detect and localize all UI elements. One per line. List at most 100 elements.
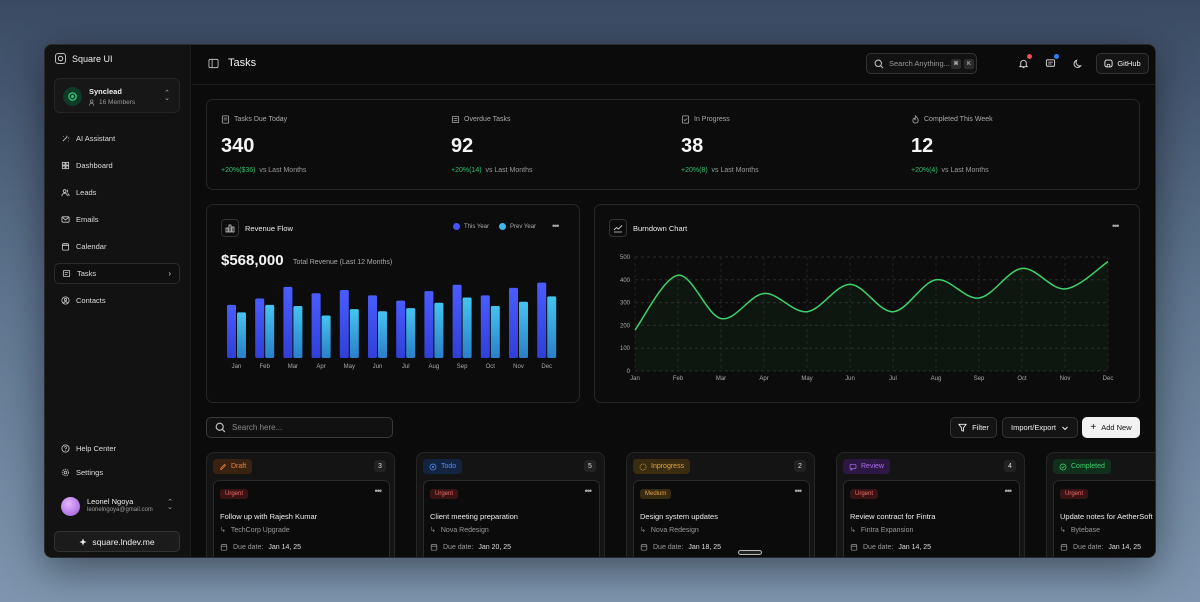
- legend-prev-year: Prev Year: [499, 223, 536, 230]
- task-more-icon[interactable]: •••: [374, 486, 383, 496]
- calendar-icon: [850, 544, 858, 551]
- sidebar-item-dashboard[interactable]: Dashboard: [54, 155, 180, 176]
- github-button[interactable]: GitHub: [1096, 53, 1149, 74]
- members-icon: [89, 99, 95, 106]
- bar-prev-year: [237, 312, 246, 358]
- message-dot: [1054, 54, 1059, 59]
- subtask-arrow-icon: ↳: [640, 527, 646, 534]
- ai-icon: [62, 135, 70, 142]
- bell-icon[interactable]: [1018, 58, 1029, 69]
- app-name: Square UI: [72, 53, 113, 64]
- board-column-inprogress: Inprogress 2 Medium ••• Design system update…: [626, 452, 815, 557]
- x-tick-label: Dec: [541, 364, 552, 370]
- team-switcher[interactable]: Synclead 16 Members ⌃ ⌄: [54, 78, 180, 113]
- x-tick-label: Apr: [316, 364, 325, 370]
- status-draft-icon: [220, 463, 227, 470]
- status-badge[interactable]: Completed: [1053, 459, 1111, 474]
- x-tick-label: Apr: [759, 376, 768, 382]
- message-icon[interactable]: [1045, 58, 1056, 69]
- add-new-button[interactable]: + Add New: [1082, 417, 1140, 438]
- x-tick-label: Feb: [673, 376, 684, 382]
- sidebar-item-contacts[interactable]: Contacts: [54, 290, 180, 311]
- task-card[interactable]: Urgent ••• Follow up with Rajesh Kumar ↳ Tec…: [213, 480, 390, 557]
- team-members: 16 Members: [89, 99, 135, 106]
- revenue-title: Revenue Flow: [245, 224, 293, 233]
- bar-this-year: [283, 286, 293, 358]
- import-export-button[interactable]: Import/Export: [1002, 417, 1078, 438]
- sidebar-toggle-icon[interactable]: [208, 58, 219, 69]
- task-card[interactable]: Urgent•••Update notes for AetherSoft↳Byt…: [1053, 480, 1155, 557]
- column-count: 5: [584, 460, 596, 472]
- sidebar-item-leads[interactable]: Leads: [54, 182, 180, 203]
- scroll-handle[interactable]: [738, 550, 762, 555]
- filter-button[interactable]: Filter: [950, 417, 997, 438]
- sidebar-item-label: Tasks: [77, 269, 97, 278]
- site-link-button[interactable]: square.lndev.me: [54, 531, 180, 552]
- burndown-card: Burndown Chart ••• 0 100 200 300 400 500 Jan Fe…: [594, 204, 1140, 403]
- task-card[interactable]: Urgent ••• Client meeting preparation ↳ Nova…: [423, 480, 600, 557]
- chevron-updown-icon: ⌃ ⌄: [167, 499, 173, 511]
- brand[interactable]: Square UI: [55, 53, 113, 64]
- y-tick-label: 300: [620, 301, 631, 307]
- github-icon: [1104, 59, 1113, 68]
- calendar-icon: [220, 544, 228, 551]
- priority-badge: Medium: [640, 489, 672, 499]
- x-tick-label: Mar: [716, 376, 726, 382]
- sidebar-item-label: Calendar: [76, 242, 107, 251]
- status-badge[interactable]: Todo: [423, 459, 463, 474]
- sidebar-item-settings[interactable]: Settings: [54, 462, 180, 483]
- in-progress-icon: [681, 115, 690, 124]
- stat-label: In Progress: [681, 115, 730, 124]
- moon-icon[interactable]: [1073, 58, 1084, 69]
- status-badge[interactable]: Review: [843, 459, 890, 474]
- board-column-draft: Draft 3 Urgent ••• Follow up with Rajesh Kum…: [206, 452, 395, 557]
- task-project: ↳ Nova Redesign: [640, 526, 699, 535]
- sidebar-item-ai-assistant[interactable]: AI Assistant: [54, 128, 180, 149]
- y-tick-label: 200: [620, 323, 631, 329]
- task-card[interactable]: Medium ••• Design system updates ↳ Nova Rede…: [633, 480, 810, 557]
- user-menu[interactable]: Leonel Ngoya leonelngoya@gmail.com ⌃ ⌄: [61, 495, 181, 521]
- status-badge[interactable]: Inprogress: [633, 459, 691, 474]
- revenue-more-icon[interactable]: •••: [552, 221, 560, 231]
- column-count: 4: [1004, 460, 1016, 472]
- bar-prev-year: [349, 309, 359, 358]
- subtask-arrow-icon: ↳: [220, 527, 226, 534]
- task-due: Due date: Jan 14, 25: [1060, 543, 1141, 551]
- board-search-input[interactable]: Search here...: [206, 417, 393, 438]
- burndown-more-icon[interactable]: •••: [1112, 221, 1120, 231]
- sidebar-item-label: Help Center: [76, 444, 117, 453]
- x-tick-label: Nov: [513, 364, 524, 370]
- burndown-title: Burndown Chart: [633, 224, 688, 233]
- calendar-icon: [61, 242, 70, 251]
- calendar-icon: [430, 544, 438, 551]
- stat-card: Tasks Due Today 340 +20%($36) vs Last Mont…: [221, 100, 451, 189]
- task-card[interactable]: Urgent ••• Review contract for Fintra ↳ Fint…: [843, 480, 1020, 557]
- bar-chart-icon: [221, 219, 239, 237]
- main-content: Tasks Search Anything... ⌘ K GitHub Task…: [192, 45, 1155, 557]
- bar-prev-year: [293, 305, 303, 358]
- priority-badge: Urgent: [430, 489, 459, 499]
- status-completed-icon: [1059, 463, 1067, 470]
- x-tick-label: May: [344, 364, 355, 370]
- sidebar-item-emails[interactable]: Emails: [54, 209, 180, 230]
- overdue-icon: [451, 115, 460, 124]
- task-more-icon[interactable]: •••: [794, 486, 803, 496]
- sidebar-item-tasks[interactable]: Tasks ›: [54, 263, 180, 284]
- task-more-icon[interactable]: •••: [584, 486, 593, 496]
- column-count: 2: [794, 460, 806, 472]
- task-more-icon[interactable]: •••: [1004, 486, 1013, 496]
- x-tick-label: Jun: [845, 376, 855, 382]
- sidebar-item-help-center[interactable]: Help Center: [54, 438, 180, 459]
- bar-this-year: [396, 300, 406, 358]
- bar-this-year: [480, 295, 490, 358]
- status-badge[interactable]: Draft: [213, 459, 253, 474]
- sidebar-item-calendar[interactable]: Calendar: [54, 236, 180, 257]
- stat-value: 340: [221, 135, 255, 157]
- global-search-input[interactable]: Search Anything... ⌘ K: [866, 53, 977, 74]
- task-title: Design system updates: [640, 512, 718, 521]
- task-project: ↳ Fintra Expansion: [850, 526, 914, 535]
- legend-swatch-prev: [499, 223, 507, 230]
- x-tick-label: Jan: [232, 364, 242, 370]
- task-project: ↳ Bytebase: [1060, 526, 1101, 535]
- x-tick-label: Oct: [1017, 376, 1027, 382]
